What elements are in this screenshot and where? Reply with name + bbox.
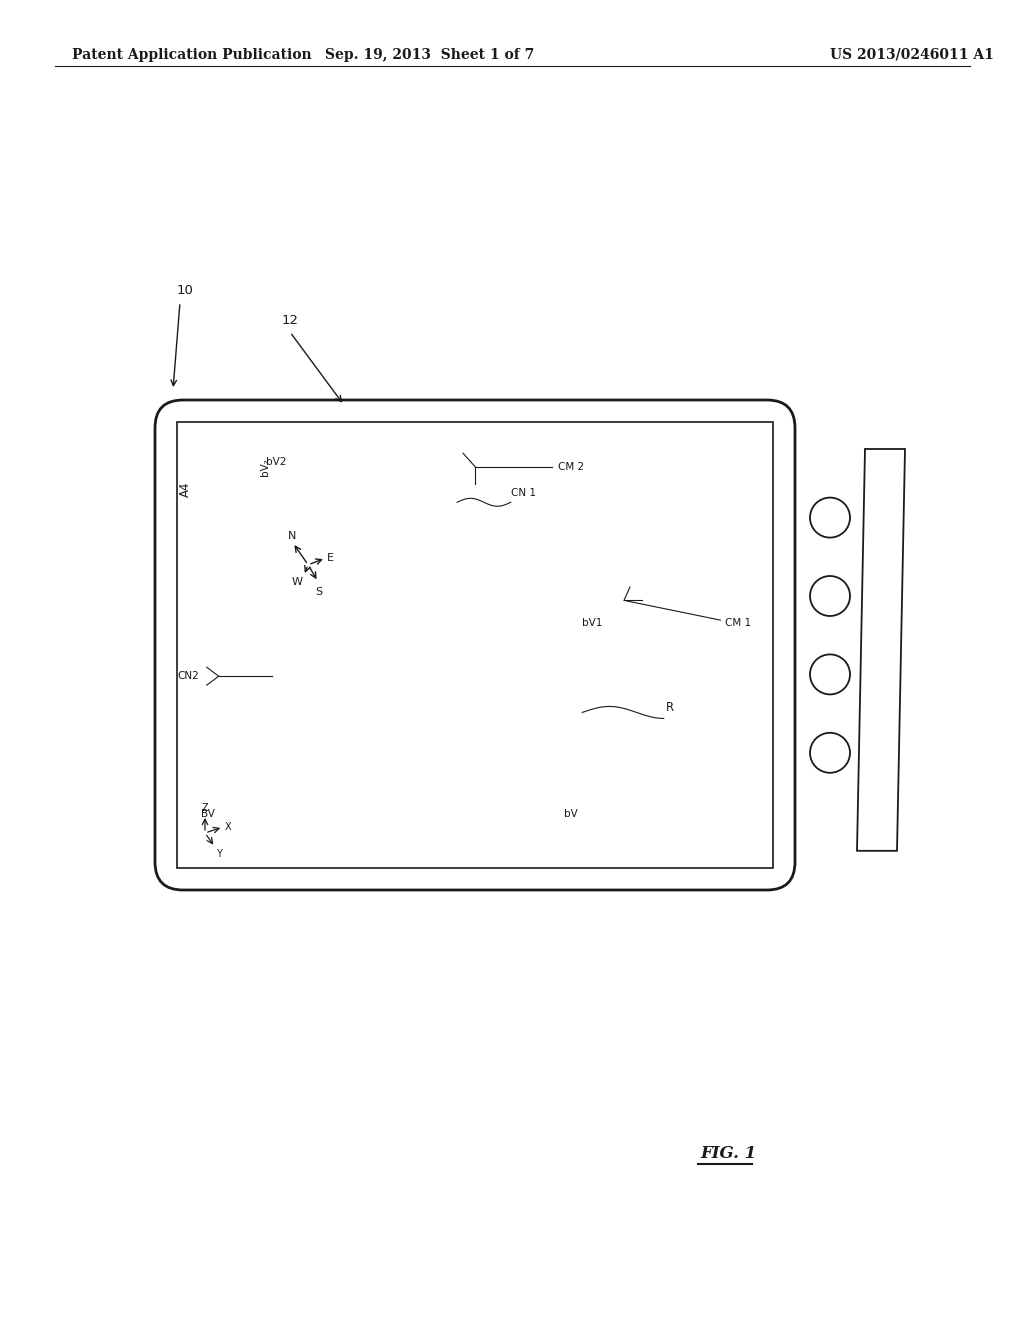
- Text: US 2013/0246011 A1: US 2013/0246011 A1: [830, 48, 994, 62]
- Text: A4: A4: [178, 482, 191, 496]
- Text: R: R: [666, 701, 674, 714]
- Text: bV2: bV2: [266, 457, 287, 467]
- Text: bV₂: bV₂: [260, 458, 270, 475]
- Text: Patent Application Publication: Patent Application Publication: [72, 48, 311, 62]
- Text: bV: bV: [564, 809, 579, 820]
- Text: 10: 10: [176, 284, 194, 297]
- Text: S: S: [315, 586, 323, 597]
- Text: CM 2: CM 2: [558, 462, 585, 471]
- Text: CM 1: CM 1: [725, 618, 752, 628]
- Polygon shape: [857, 449, 905, 851]
- Text: X: X: [225, 822, 231, 832]
- FancyBboxPatch shape: [155, 400, 795, 890]
- Text: FIG. 1: FIG. 1: [700, 1144, 757, 1162]
- Text: Sep. 19, 2013  Sheet 1 of 7: Sep. 19, 2013 Sheet 1 of 7: [326, 48, 535, 62]
- Text: Y: Y: [216, 849, 222, 859]
- Text: CN 1: CN 1: [511, 488, 536, 499]
- Text: N: N: [288, 531, 296, 541]
- Text: BV: BV: [201, 809, 215, 820]
- Bar: [177, 422, 773, 869]
- Text: E: E: [327, 553, 334, 564]
- Text: 12: 12: [282, 314, 299, 326]
- Text: W: W: [292, 577, 303, 587]
- Text: Z: Z: [202, 803, 208, 813]
- Text: bV1: bV1: [583, 618, 603, 628]
- Text: CN2: CN2: [177, 671, 199, 681]
